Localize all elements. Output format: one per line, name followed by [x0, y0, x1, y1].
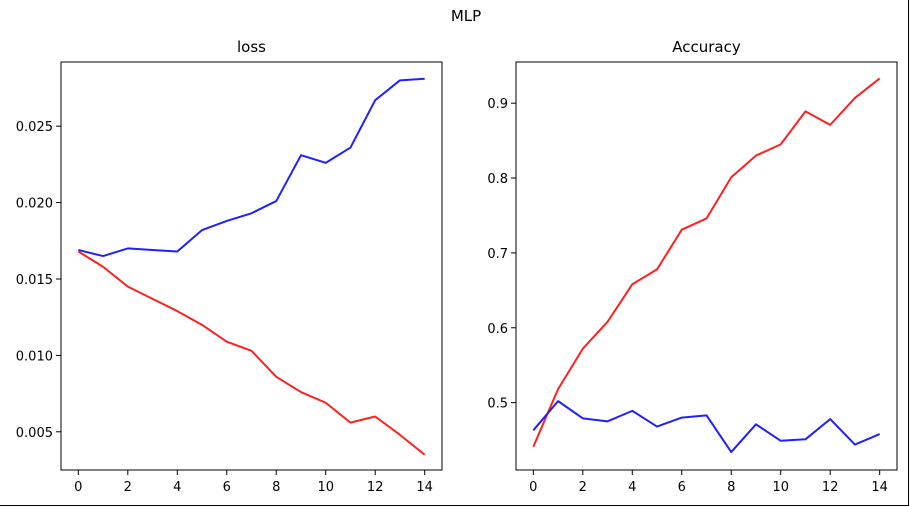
axes-frame [60, 61, 443, 471]
accuracy-subplot: Accuracy 0 2 4 6 8 10 12 14 0.5 0.6 0.7 0.8 0.9 [487, 38, 898, 495]
series-line-1 [78, 77, 425, 258]
x-tick-label: 4 [173, 480, 181, 495]
y-tick-label: 0.6 [487, 322, 508, 337]
x-tick-label: 0 [529, 480, 537, 495]
y-tick-label: 0.025 [16, 120, 53, 135]
y-tick-label: 0.7 [487, 247, 508, 262]
x-tick-label: 12 [367, 480, 384, 495]
y-tick-label: 0.5 [487, 397, 508, 412]
x-tick-label: 4 [628, 480, 636, 495]
x-tick-label: 10 [772, 480, 789, 495]
loss-subplot: loss 0 2 4 6 8 10 12 14 0.005 0.010 0.015 0.020 0.025 [16, 38, 443, 495]
series-line-2 [532, 400, 881, 454]
x-tick-label: 2 [579, 480, 587, 495]
y-tick-label: 0.8 [487, 172, 508, 187]
x-tick-label: 10 [317, 480, 334, 495]
figure-title: MLP [451, 7, 481, 25]
y-tick-label: 0.005 [16, 426, 53, 441]
x-tick-label: 14 [416, 480, 433, 495]
subplot-title: loss [237, 38, 266, 56]
x-tick-label: 12 [822, 480, 839, 495]
y-tick-label: 0.9 [487, 97, 508, 112]
subplot-title: Accuracy [672, 38, 741, 56]
x-tick-label: 8 [727, 480, 735, 495]
series-line-1 [532, 77, 881, 448]
y-tick-label: 0.010 [16, 349, 53, 364]
axes-frame [515, 61, 898, 471]
y-tick-label: 0.020 [16, 197, 53, 212]
x-tick-label: 2 [124, 480, 132, 495]
x-tick-label: 6 [678, 480, 686, 495]
y-tick-label: 0.015 [16, 273, 53, 288]
x-tick-label: 8 [272, 480, 280, 495]
series-line-2 [77, 250, 426, 456]
x-tick-label: 0 [74, 480, 82, 495]
x-tick-label: 6 [223, 480, 231, 495]
x-tick-label: 14 [871, 480, 888, 495]
